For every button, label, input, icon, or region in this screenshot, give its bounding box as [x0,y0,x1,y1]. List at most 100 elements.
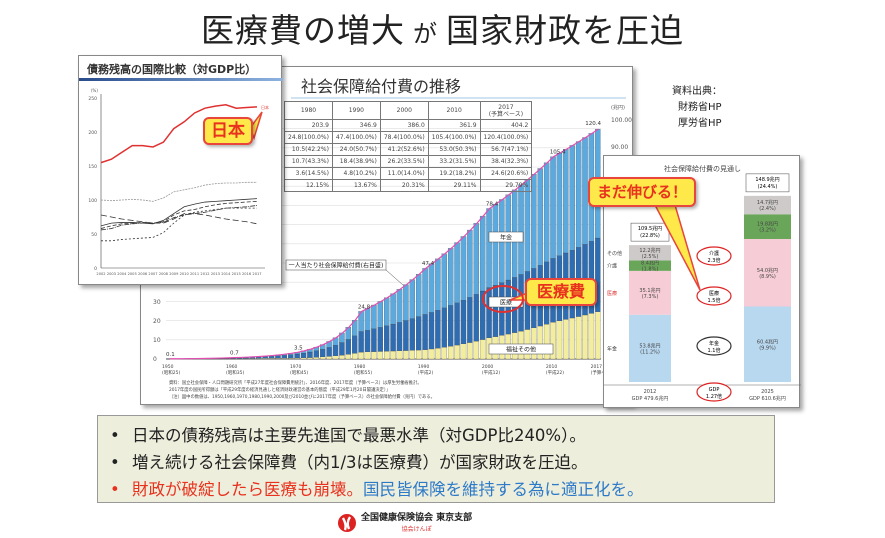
chart-title: 社会保障給付費の推移 [301,77,462,96]
x-tick: 2003 [107,272,116,276]
x-tick: 1960 [226,364,238,370]
unit-label: (%) [91,88,98,93]
bar-福祉その他 [371,351,377,360]
table-cell: 105.4(100.0%) [427,131,481,144]
table-cell: 38.4(32.3%) [479,155,533,168]
table-row: 10.7(43.3%) 18.4(38.9%) 26.2(33.5%) 33.2(31… [284,155,533,168]
segment-pct: (1.8%) [642,267,659,273]
table-cell: 29.11% [427,179,481,192]
bar-福祉その他 [479,339,486,360]
y-tick: 150 [88,164,97,170]
bar-福祉その他 [531,327,537,360]
total-box [745,173,790,193]
bar-年金 [441,253,447,309]
table-cell: 33.2(31.5%) [427,155,481,168]
bar-福祉その他 [275,358,281,360]
bar-福祉その他 [326,356,332,360]
x-tick: 2016 [242,272,252,276]
bar-医療 [409,318,415,351]
table-cell: 24.6(20.6%) [479,167,533,180]
bar-医療 [307,351,313,358]
series-label-box [488,343,554,355]
title-part2: が [413,20,438,48]
country-line [100,200,258,229]
bar-医療 [403,320,409,351]
chart-title: 債務残高の国際比較（対GDP比） [87,63,257,76]
table-cell: 24.0(50.7%) [331,143,381,156]
data-label: 120.4 [585,121,601,127]
bar-医療 [390,323,396,352]
ratio-label: GDP [709,387,720,393]
bar-年金 [435,258,441,311]
left-tick: 30 [153,299,161,306]
segment-value: 60.4兆円 [757,338,778,345]
table-row: 10.5(42.2%) 24.0(50.7%) 41.2(52.6%) 53.0(50… [284,143,533,156]
table-cell: 18.4(38.9%) [331,155,381,168]
bar-福祉その他 [396,350,403,360]
x-tick: 2010 [546,364,558,370]
bar-福祉その他 [556,320,563,360]
bar-年金 [467,229,473,298]
bar-福祉その他 [377,351,384,360]
left-tick: 0 [153,356,157,363]
x-tick: 2017 [591,364,603,370]
table-cell: 13.67% [331,179,381,192]
bar-医療 [339,342,345,356]
data-label: 105.4 [550,150,566,156]
bar-医療 [479,290,486,340]
data-label: 47.4 [422,261,435,267]
bar-医療 [262,356,268,359]
table-cell: 404.2 [479,119,533,132]
x-tick: (平成22) [546,369,564,376]
bar-福祉その他 [569,317,575,360]
projection-chart-svg: 53.8兆円(11.2%) 35.1兆円(7.3%) 8.4兆円(1.8%) 12.2… [604,173,801,402]
segment-pct: (9.9%) [759,345,776,351]
table-cell: 20.31% [379,179,429,192]
x-tick: (平成12) [482,369,500,376]
bar-福祉その他 [582,314,588,360]
table-cell: 2000 [379,101,429,120]
title-part3: 国家財政を圧迫 [446,11,684,50]
segment-value: 12.2兆円 [639,247,660,254]
bar-福祉その他 [300,357,307,360]
row-label: 年金 [607,345,617,352]
bar-年金 [524,179,531,272]
bar-医療 [345,339,352,355]
y-tick: 250 [88,96,97,102]
title-part1: 医療費の増大 [201,11,405,50]
bar-福祉その他 [467,342,473,360]
bar-医療 [454,302,460,346]
bar-医療 [415,316,422,351]
country-line [100,205,258,231]
bar-福祉その他 [307,357,313,360]
ratio-label: 年金 [709,340,719,347]
ratio-value: 2.3倍 [708,257,721,264]
callout-medical: 医療費 [525,278,597,306]
bar-医療 [396,322,403,351]
row-label: その他 [607,250,622,257]
note-text: 資料：国立社会保障・人口問題研究所「平成27年度社会保障費用統計」、2016年度… [169,379,422,386]
bar-福祉その他 [352,353,358,360]
left-tick: 20 [153,318,161,325]
bar-医療 [467,297,473,343]
bar-福祉その他 [320,356,326,360]
summary-table: 1980 1990 2000 2010 2017 (予算ベース) 203.9 346.9 38… [284,101,533,192]
chart-title: 社会保障給付費の見通し [664,165,741,173]
table-cell: 41.2(52.6%) [379,143,429,156]
bullet-item: • 財政が破綻したら医療も崩壊。国民皆保険を維持する為に適正化を。 [110,480,644,499]
table-cell: 19.2(18.2%) [427,167,481,180]
bar-医療 [313,350,320,358]
bar-医療 [352,335,358,354]
data-label: 3.5 [294,345,303,351]
row-label: 医療 [607,290,617,297]
divider [79,78,283,81]
bar-年金 [744,306,791,382]
bar-年金 [563,149,569,254]
ratio-value: 1.1倍 [708,347,721,354]
bar-医療 [460,300,467,344]
leader-line [385,269,404,286]
segment-value: 35.1兆円 [639,287,660,294]
bar-医療 [332,345,339,356]
bar-年金 [550,156,556,259]
